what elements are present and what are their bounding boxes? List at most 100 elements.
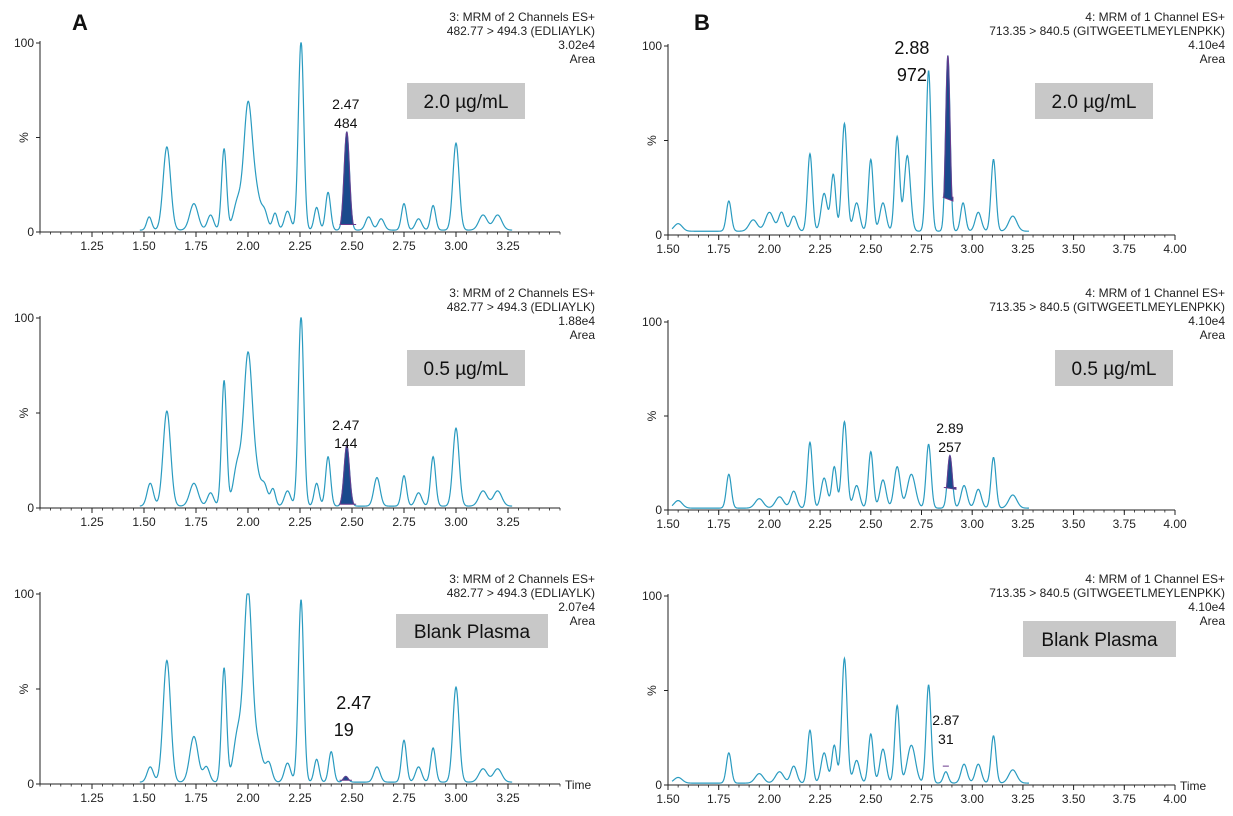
integrated-peak-area <box>339 775 352 781</box>
chromatogram-a-3: 0% 100 1.25 1.50 1.75 2.00 2.25 2.50 2.75 3.00 3.2… <box>14 572 595 805</box>
concentration-label: 2.0 µg/mL <box>1052 92 1137 113</box>
peak-area-value: 31 <box>938 731 954 747</box>
x-tick-label: 1.50 <box>132 239 156 253</box>
concentration-label: 2.0 µg/mL <box>424 92 509 113</box>
y-tick-label: 100 <box>642 39 662 53</box>
time-axis-label: Time <box>1180 779 1207 793</box>
x-tick-label: 1.75 <box>184 515 208 529</box>
y-tick-label: 100 <box>642 315 662 329</box>
x-tick-label: 1.50 <box>656 242 680 256</box>
y-tick-label: 0 <box>27 501 34 515</box>
x-tick-label: 4.00 <box>1163 242 1187 256</box>
integrated-peak-area <box>339 131 357 225</box>
concentration-box <box>1035 83 1153 119</box>
y-tick-label: 100 <box>14 311 34 325</box>
x-tick-label: 3.25 <box>496 515 520 529</box>
channel-info-line: Area <box>570 52 596 66</box>
y-tick-label: 0 <box>27 225 34 239</box>
x-tick-label: 1.50 <box>132 515 156 529</box>
chromatogram-a-2: 0% 100 1.25 1.50 1.75 2.00 2.25 2.50 2.75 3.00 3.2… <box>14 286 595 529</box>
x-tick-label: 2.50 <box>340 515 364 529</box>
channel-info-line: 4.10e4 <box>1188 38 1225 52</box>
channel-info-line: 3: MRM of 2 Channels ES+ <box>449 10 595 24</box>
x-tick-label: 2.75 <box>392 515 416 529</box>
y-tick-label: 0 <box>27 777 34 791</box>
x-tick-label: 1.25 <box>80 791 104 805</box>
channel-info-line: 2.07e4 <box>558 600 595 614</box>
x-tick-label: 2.75 <box>910 792 934 806</box>
x-tick-label: 2.50 <box>859 242 883 256</box>
chromatogram-trace <box>139 317 513 507</box>
y-tick-label: 100 <box>14 36 34 50</box>
channel-info-line: 4.10e4 <box>1188 600 1225 614</box>
x-tick-label: 2.75 <box>392 791 416 805</box>
chromatogram-b-1: 0% 100 1.50 1.75 2.00 2.25 2.50 2.75 3.00 3.25 3.5… <box>642 10 1225 256</box>
x-tick-label: 2.00 <box>758 792 782 806</box>
x-tick-label: 3.00 <box>961 517 985 531</box>
concentration-label: 0.5 µg/mL <box>424 359 509 380</box>
x-tick-label: 1.75 <box>707 792 731 806</box>
channel-info-line: 4: MRM of 1 Channel ES+ <box>1085 10 1225 24</box>
panel-letter-a: A <box>72 10 88 35</box>
x-tick-label: 2.00 <box>758 242 782 256</box>
x-tick-label: 3.00 <box>444 239 468 253</box>
channel-info-line: 1.88e4 <box>558 314 595 328</box>
x-tick-label: 3.00 <box>961 242 985 256</box>
x-tick-label: 2.50 <box>340 239 364 253</box>
x-tick-label: 3.25 <box>496 791 520 805</box>
time-axis-label: Time <box>565 778 592 792</box>
peak-retention-time: 2.89 <box>936 420 963 436</box>
y-tick-label: 0 <box>655 228 662 242</box>
peak-area-value: 19 <box>334 720 354 740</box>
x-tick-label: 4.00 <box>1163 792 1187 806</box>
chromatogram-trace <box>139 593 513 783</box>
chromatogram-trace <box>671 656 1029 784</box>
channel-info-line: Area <box>570 328 596 342</box>
x-tick-label: 3.25 <box>496 239 520 253</box>
x-tick-label: 1.50 <box>656 517 680 531</box>
x-tick-label: 2.50 <box>859 517 883 531</box>
y-tick-label: % <box>17 407 31 418</box>
x-tick-label: 3.25 <box>1011 242 1035 256</box>
y-tick-label: 0 <box>655 778 662 792</box>
peak-retention-time: 2.88 <box>894 38 929 58</box>
x-tick-label: 3.50 <box>1062 242 1086 256</box>
chromatogram-a-1: 0% 100 1.25 1.50 1.75 2.00 2.25 2.50 2.75 3.00 3.2… <box>14 10 595 253</box>
x-tick-label: 4.00 <box>1163 517 1187 531</box>
x-tick-label: 2.00 <box>236 239 260 253</box>
x-tick-label: 3.75 <box>1113 517 1137 531</box>
channel-info-line: 3: MRM of 2 Channels ES+ <box>449 572 595 586</box>
x-tick-label: 2.75 <box>392 239 416 253</box>
channel-info-line: 4.10e4 <box>1188 314 1225 328</box>
x-tick-label: 2.25 <box>808 242 832 256</box>
peak-retention-time: 2.47 <box>336 693 371 713</box>
x-tick-label: 2.25 <box>288 791 312 805</box>
concentration-label: 0.5 µg/mL <box>1072 359 1157 380</box>
peak-area-value: 484 <box>334 115 358 131</box>
x-tick-label: 2.75 <box>910 242 934 256</box>
x-tick-label: 1.25 <box>80 515 104 529</box>
charts-group: 0% 100 1.25 1.50 1.75 2.00 2.25 2.50 2.75 3.00 3.2… <box>14 10 1225 806</box>
x-tick-label: 2.50 <box>859 792 883 806</box>
panel-letter-b: B <box>694 10 710 35</box>
x-tick-label: 3.00 <box>961 792 985 806</box>
concentration-label: Blank Plasma <box>414 622 531 643</box>
x-tick-label: 3.00 <box>444 791 468 805</box>
x-tick-label: 1.50 <box>656 792 680 806</box>
channel-info-line: 713.35 > 840.5 (GITWGEETLMEYLENPKK) <box>989 586 1225 600</box>
x-tick-label: 1.75 <box>184 791 208 805</box>
y-tick-label: 100 <box>14 587 34 601</box>
integrated-peak-area <box>338 444 357 505</box>
channel-info-line: Area <box>1200 52 1226 66</box>
concentration-box <box>396 614 548 648</box>
channel-info-line: 3: MRM of 2 Channels ES+ <box>449 286 595 300</box>
y-tick-label: % <box>17 683 31 694</box>
peak-area-value: 972 <box>897 65 927 85</box>
peak-area-value: 257 <box>938 439 962 455</box>
x-tick-label: 3.50 <box>1062 792 1086 806</box>
x-tick-label: 2.00 <box>236 515 260 529</box>
y-tick-label: % <box>645 410 659 421</box>
x-tick-label: 1.75 <box>184 239 208 253</box>
x-tick-label: 1.50 <box>132 791 156 805</box>
channel-info-line: 482.77 > 494.3 (EDLIAYLK) <box>447 24 595 38</box>
